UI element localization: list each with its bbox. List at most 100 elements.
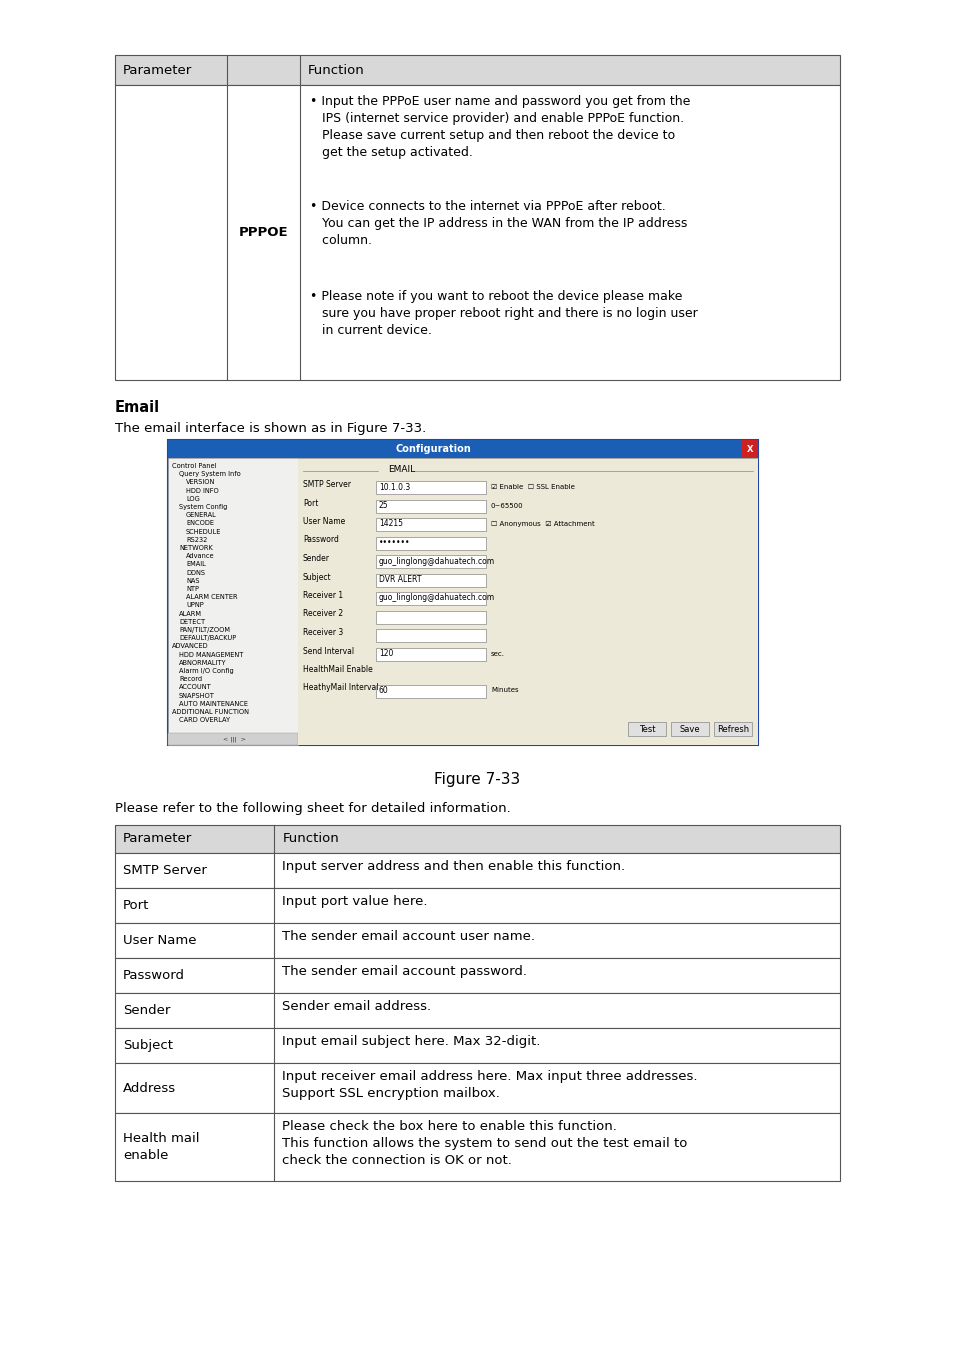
Bar	[115, 825, 840, 853]
Bar	[297, 458, 758, 745]
Text: Port: Port	[303, 498, 318, 508]
Bar	[741, 440, 758, 458]
Text: ADDITIONAL FUNCTION: ADDITIONAL FUNCTION	[172, 709, 249, 716]
Text: 60: 60	[378, 686, 388, 695]
Text: 0~65500: 0~65500	[491, 502, 523, 509]
Text: ALARM CENTER: ALARM CENTER	[186, 594, 237, 601]
Text: The sender email account password.: The sender email account password.	[282, 965, 527, 977]
Bar	[115, 994, 840, 1027]
Text: Parameter: Parameter	[123, 63, 193, 77]
Text: sec.: sec.	[491, 651, 504, 656]
Text: Query System Info: Query System Info	[179, 471, 240, 477]
Text: SCHEDULE: SCHEDULE	[186, 529, 221, 535]
Text: SNAPSHOT: SNAPSHOT	[179, 693, 214, 698]
Bar	[168, 440, 758, 458]
Text: RS232: RS232	[186, 537, 207, 543]
Text: Subject: Subject	[303, 572, 332, 582]
Text: DDNS: DDNS	[186, 570, 205, 575]
Text: guo_linglong@dahuatech.com: guo_linglong@dahuatech.com	[378, 556, 495, 566]
Text: HDD MANAGEMENT: HDD MANAGEMENT	[179, 652, 243, 657]
Bar	[115, 923, 840, 958]
Text: ABNORMALITY: ABNORMALITY	[179, 660, 227, 666]
Text: ADVANCED: ADVANCED	[172, 644, 209, 649]
Text: 120: 120	[378, 649, 393, 657]
Text: Sender: Sender	[303, 554, 330, 563]
Text: ☑ Enable  ☐ SSL Enable: ☑ Enable ☐ SSL Enable	[491, 485, 575, 490]
Text: UPNP: UPNP	[186, 602, 204, 609]
Text: Password: Password	[303, 536, 338, 544]
Text: Configuration: Configuration	[395, 444, 471, 454]
Text: HDD INFO: HDD INFO	[186, 487, 218, 494]
Text: • Input the PPPoE user name and password you get from the
   IPS (internet servi: • Input the PPPoE user name and password…	[310, 95, 690, 159]
Text: NAS: NAS	[186, 578, 199, 583]
Text: Receiver 2: Receiver 2	[303, 609, 343, 618]
Text: Password: Password	[123, 969, 185, 981]
Text: User Name: User Name	[303, 517, 345, 526]
Bar	[375, 629, 485, 643]
Text: • Device connects to the internet via PPPoE after reboot.
   You can get the IP : • Device connects to the internet via PP…	[310, 200, 686, 247]
Text: Advance: Advance	[186, 554, 214, 559]
Text: 14215: 14215	[378, 520, 402, 528]
Bar	[168, 733, 297, 745]
Text: User Name: User Name	[123, 934, 196, 946]
Text: EMAIL: EMAIL	[388, 464, 415, 474]
Bar	[168, 440, 758, 745]
Bar	[375, 500, 485, 513]
Bar	[375, 518, 485, 531]
Text: HeathyMail Interval: HeathyMail Interval	[303, 683, 378, 693]
Text: Subject: Subject	[123, 1040, 172, 1052]
Text: Health mail
enable: Health mail enable	[123, 1133, 199, 1162]
Text: Receiver 1: Receiver 1	[303, 591, 343, 599]
Text: HealthMail Enable: HealthMail Enable	[303, 666, 373, 674]
Bar	[375, 593, 485, 605]
Bar	[713, 722, 751, 736]
Bar	[168, 458, 297, 745]
Text: Please check the box here to enable this function.
This function allows the syst: Please check the box here to enable this…	[282, 1120, 687, 1166]
Text: GENERAL: GENERAL	[186, 512, 216, 518]
Text: 25: 25	[378, 501, 388, 510]
Text: Sender email address.: Sender email address.	[282, 1000, 431, 1012]
Bar	[375, 610, 485, 624]
Text: The email interface is shown as in Figure 7-33.: The email interface is shown as in Figur…	[115, 423, 426, 435]
Text: Test: Test	[639, 725, 655, 733]
Text: SMTP Server: SMTP Server	[123, 864, 207, 878]
Text: Minutes: Minutes	[491, 687, 518, 694]
Text: Receiver 3: Receiver 3	[303, 628, 343, 637]
Text: < |||  >: < ||| >	[223, 736, 246, 741]
Bar	[115, 85, 840, 379]
Text: EMAIL: EMAIL	[186, 562, 206, 567]
Bar	[115, 1112, 840, 1181]
Text: PPPOE: PPPOE	[238, 225, 288, 239]
Text: ACCOUNT: ACCOUNT	[179, 684, 212, 690]
Text: Function: Function	[308, 63, 364, 77]
Text: Please refer to the following sheet for detailed information.: Please refer to the following sheet for …	[115, 802, 510, 815]
Text: LOG: LOG	[186, 495, 199, 502]
Text: Control Panel: Control Panel	[172, 463, 216, 468]
Bar	[115, 55, 840, 85]
Bar	[375, 648, 485, 660]
Bar	[115, 888, 840, 923]
Text: DEFAULT/BACKUP: DEFAULT/BACKUP	[179, 636, 236, 641]
Text: Input email subject here. Max 32-digit.: Input email subject here. Max 32-digit.	[282, 1035, 540, 1048]
Text: X: X	[746, 444, 753, 454]
Bar	[115, 1027, 840, 1062]
Text: SMTP Server: SMTP Server	[303, 481, 351, 489]
Text: •••••••: •••••••	[378, 539, 410, 547]
Text: VERSION: VERSION	[186, 479, 215, 486]
Bar	[375, 555, 485, 568]
Text: System Config: System Config	[179, 504, 227, 510]
Text: ALARM: ALARM	[179, 610, 202, 617]
Text: CARD OVERLAY: CARD OVERLAY	[179, 717, 230, 724]
Text: Input receiver email address here. Max input three addresses.
Support SSL encryp: Input receiver email address here. Max i…	[282, 1071, 698, 1100]
Text: Send Interval: Send Interval	[303, 647, 354, 656]
Text: NTP: NTP	[186, 586, 199, 593]
Text: • Please note if you want to reboot the device please make
   sure you have prop: • Please note if you want to reboot the …	[310, 290, 697, 338]
Bar	[375, 536, 485, 549]
Text: ENCODE: ENCODE	[186, 520, 213, 526]
Text: Port: Port	[123, 899, 150, 913]
Text: Save: Save	[679, 725, 700, 733]
Text: Input server address and then enable this function.: Input server address and then enable thi…	[282, 860, 625, 873]
Bar	[115, 853, 840, 888]
Bar	[375, 684, 485, 698]
Text: Record: Record	[179, 676, 202, 682]
